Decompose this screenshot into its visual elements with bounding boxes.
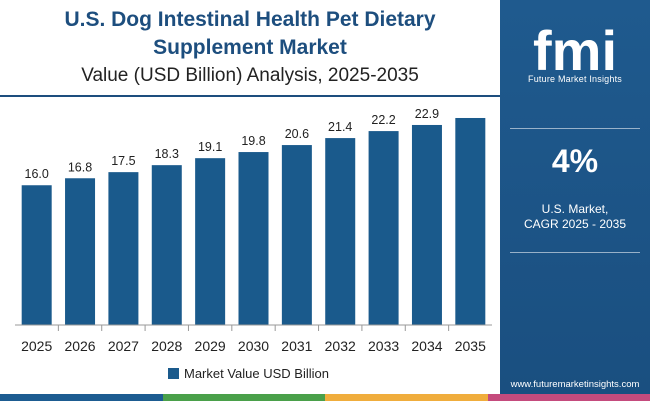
bar-2031 bbox=[281, 145, 312, 325]
sidebar: fmi Future Market Insights 4% U.S. Marke… bbox=[500, 0, 650, 394]
data-label-2031: 20.6 bbox=[285, 127, 309, 141]
data-label-2033: 22.2 bbox=[371, 113, 395, 127]
x-tick-label-2025: 2025 bbox=[21, 338, 52, 354]
cagr-label-line-1: U.S. Market, bbox=[541, 202, 609, 216]
bar-2030 bbox=[238, 152, 269, 325]
sidebar-divider-top bbox=[510, 128, 640, 129]
x-tick-label-2033: 2033 bbox=[368, 338, 399, 354]
x-tick-label-2035: 2035 bbox=[455, 338, 486, 354]
title-line-1: U.S. Dog Intestinal Health Pet Dietary bbox=[64, 8, 436, 31]
strip-segment-blue bbox=[0, 394, 163, 401]
data-label-2030: 19.8 bbox=[241, 134, 265, 148]
data-label-2034: 22.9 bbox=[415, 107, 439, 121]
chart-legend: Market Value USD Billion bbox=[168, 364, 329, 382]
bar-2034 bbox=[411, 124, 442, 325]
x-tick-label-2029: 2029 bbox=[195, 338, 226, 354]
strip-segment-orange bbox=[325, 394, 488, 401]
strip-segment-magenta bbox=[487, 394, 650, 401]
cagr-label-line-2: CAGR 2025 - 2035 bbox=[523, 217, 627, 231]
logo-tagline: Future Market Insights bbox=[528, 74, 622, 84]
chart-panel: 16.0 2025 16.8 2026 17.5 2027 18.3 2028 19.1 2029… bbox=[0, 6, 500, 382]
bar-2033 bbox=[368, 131, 399, 325]
x-tick-label-2032: 2032 bbox=[325, 338, 356, 354]
bar-2027 bbox=[108, 172, 139, 325]
title-line-2: Supplement Market bbox=[153, 36, 347, 59]
cagr-value: 4% bbox=[551, 143, 599, 179]
data-label-2026: 16.8 bbox=[68, 160, 92, 174]
strip-segment-green bbox=[162, 394, 325, 401]
bottom-color-strip bbox=[0, 394, 650, 401]
x-tick-label-2034: 2034 bbox=[411, 338, 442, 354]
fmi-logo: fmi bbox=[533, 19, 617, 82]
x-tick-label-2030: 2030 bbox=[238, 338, 269, 354]
bar-2032 bbox=[325, 138, 356, 325]
x-tick-label-2028: 2028 bbox=[151, 338, 182, 354]
x-tick-label-2031: 2031 bbox=[281, 338, 312, 354]
logo-lettering: fmi bbox=[533, 19, 617, 82]
bar-2029 bbox=[195, 158, 226, 325]
bar-2035 bbox=[455, 117, 486, 325]
data-label-2027: 17.5 bbox=[111, 154, 135, 168]
bar-chart: 16.0 2025 16.8 2026 17.5 2027 18.3 2028 19.1 2029… bbox=[15, 107, 492, 354]
data-label-2025: 16.0 bbox=[25, 167, 49, 181]
title-divider bbox=[0, 95, 500, 97]
bar-2026 bbox=[65, 178, 96, 325]
bar-2025 bbox=[21, 185, 52, 325]
x-tick-label-2026: 2026 bbox=[64, 338, 95, 354]
bar-2028 bbox=[151, 165, 182, 325]
legend-label: Market Value USD Billion bbox=[184, 365, 329, 381]
legend-swatch bbox=[168, 367, 179, 379]
data-label-2032: 21.4 bbox=[328, 120, 352, 134]
sidebar-divider-bottom bbox=[510, 252, 640, 253]
website-link[interactable]: www.futuremarketinsights.com bbox=[510, 379, 640, 390]
chart-title: U.S. Dog Intestinal Health Pet Dietary S… bbox=[0, 6, 500, 62]
data-label-2029: 19.1 bbox=[198, 140, 222, 154]
data-label-2028: 18.3 bbox=[155, 147, 179, 161]
chart-subtitle: Value (USD Billion) Analysis, 2025-2035 bbox=[81, 65, 419, 86]
x-tick-label-2027: 2027 bbox=[108, 338, 139, 354]
